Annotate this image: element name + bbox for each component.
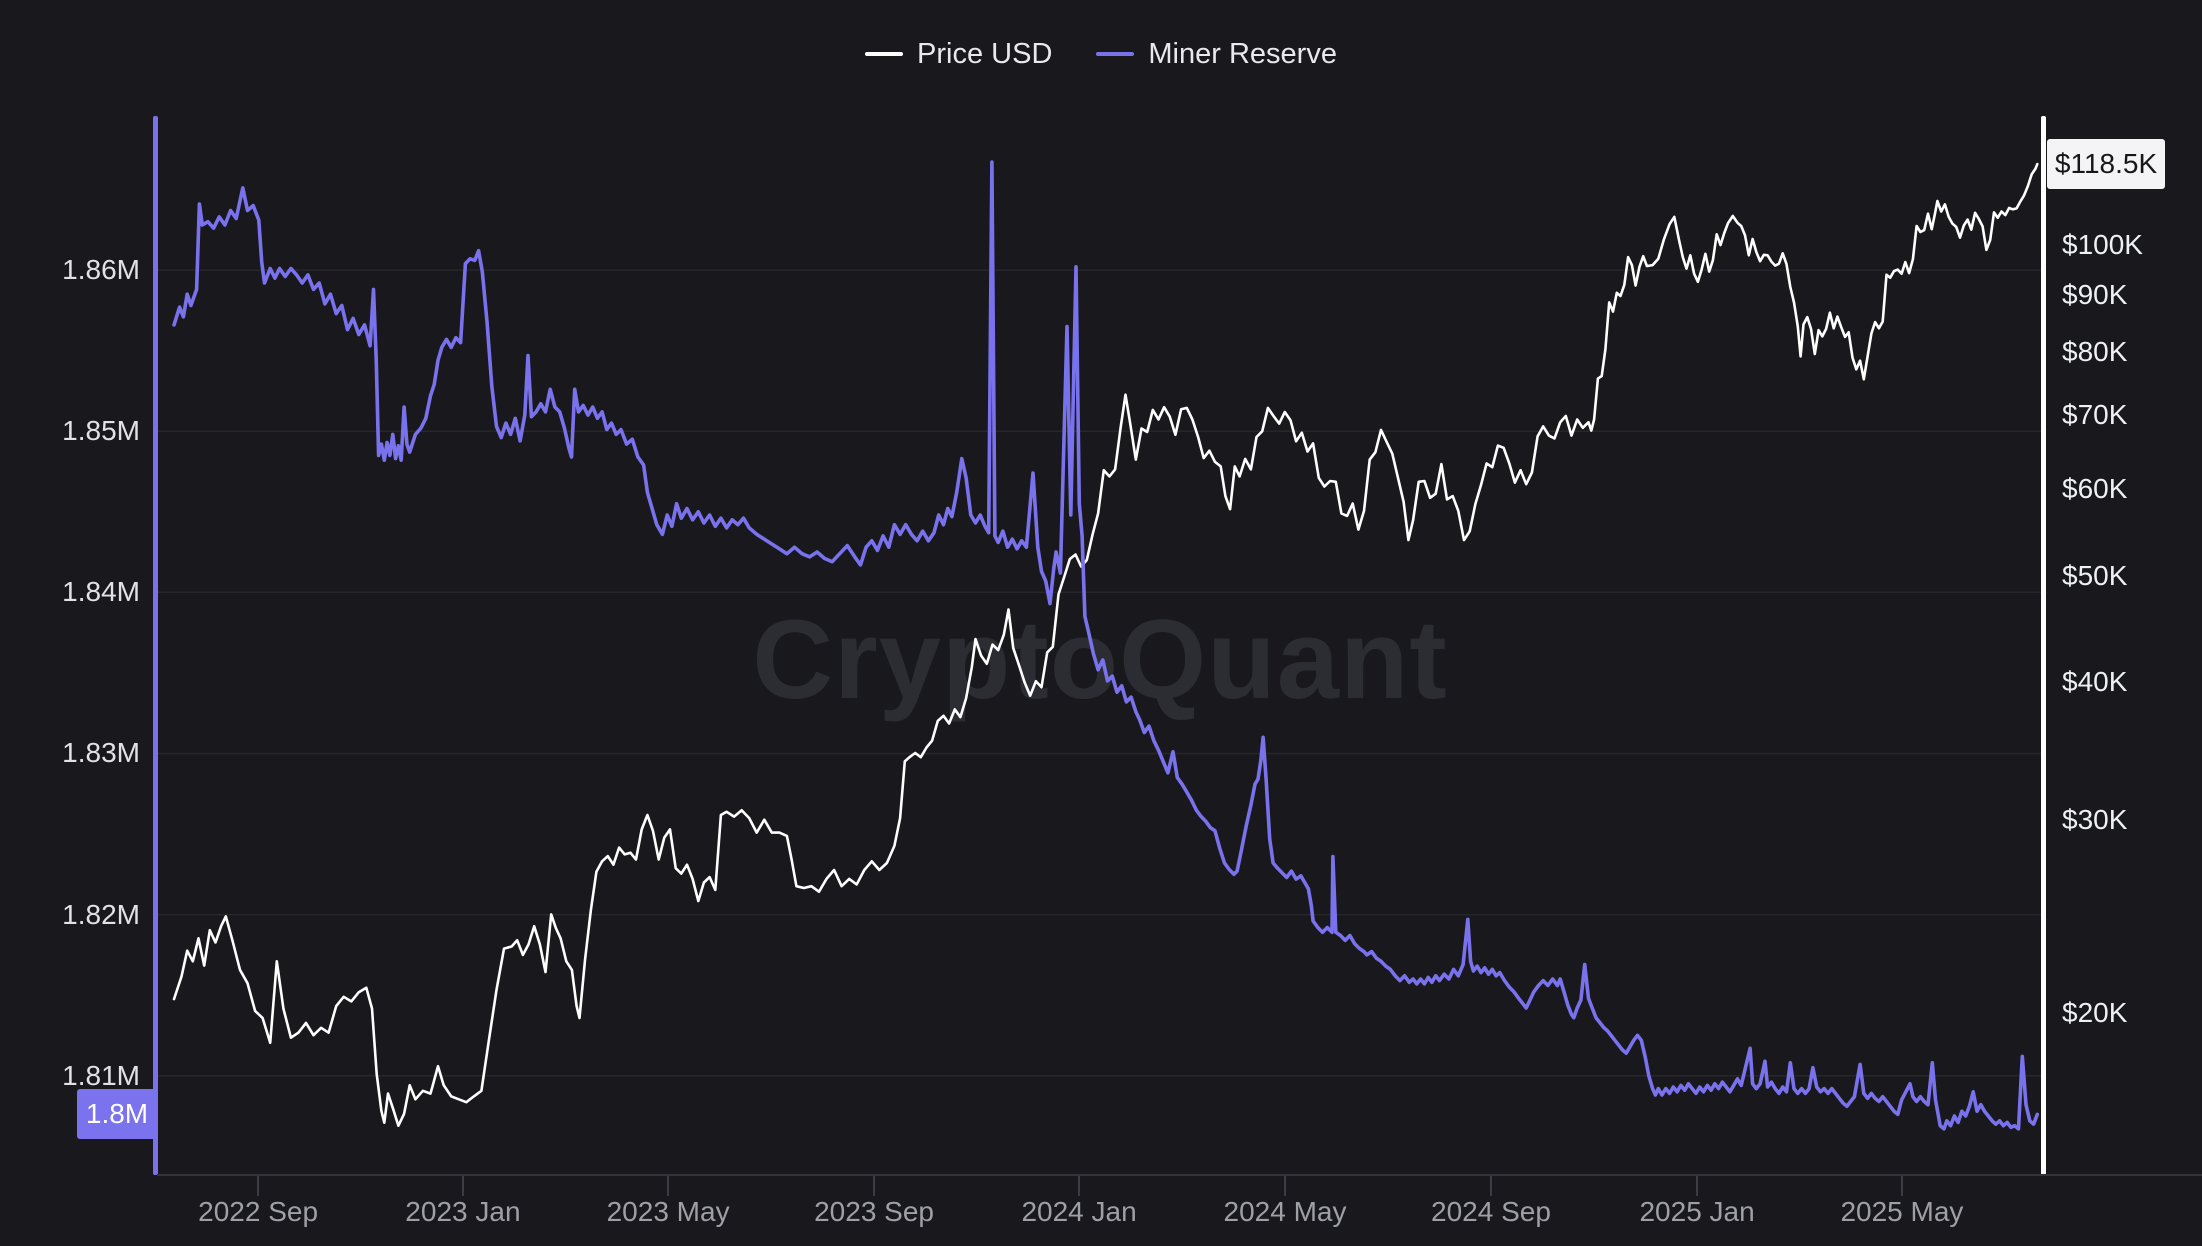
legend-item-reserve[interactable]: Miner Reserve xyxy=(1096,38,1337,71)
right-axis-tick-label: $20K xyxy=(2062,997,2128,1029)
x-axis-tick xyxy=(1078,1176,1081,1196)
right-axis-tick-label: $90K xyxy=(2062,279,2128,311)
left-axis-tick-label: 1.81M xyxy=(62,1059,140,1091)
left-axis-line xyxy=(153,116,158,1175)
x-axis-label: 2024 Sep xyxy=(1431,1196,1551,1227)
left-axis-tick-label: 1.86M xyxy=(62,254,140,286)
right-axis-tick-label: $60K xyxy=(2062,472,2128,504)
chart-legend: Price USD Miner Reserve xyxy=(0,34,2202,74)
reserve-line-swatch-icon xyxy=(1096,52,1135,56)
x-axis-tick xyxy=(873,1176,876,1196)
series-line-price xyxy=(172,162,2039,1128)
left-axis-tick-label: 1.83M xyxy=(62,737,140,769)
x-axis-label: 2025 Jan xyxy=(1639,1196,1755,1227)
series-line-reserve xyxy=(172,160,2040,1131)
left-axis-tick-label: 1.82M xyxy=(62,898,140,930)
left-axis-tick-label: 1.85M xyxy=(62,415,140,447)
right-axis-tick-label: $100K xyxy=(2062,229,2143,261)
price-line-swatch-icon xyxy=(865,52,904,56)
x-axis-tick xyxy=(257,1176,260,1196)
x-axis-label: 2025 May xyxy=(1840,1196,1964,1227)
x-axis-label: 2023 May xyxy=(606,1196,730,1227)
chart-canvas[interactable] xyxy=(157,117,2043,1174)
x-axis-tick xyxy=(461,1176,464,1196)
reserve-current-value-badge: 1.8M xyxy=(77,1089,157,1140)
right-axis-tick-label: $30K xyxy=(2062,803,2128,835)
chart-plot-area[interactable] xyxy=(157,117,2043,1174)
x-axis-label: 2022 Sep xyxy=(198,1196,319,1227)
price-current-value-badge: $118.5K xyxy=(2047,139,2165,190)
legend-item-price[interactable]: Price USD xyxy=(865,38,1052,71)
bottom-axis-line xyxy=(157,1174,2202,1176)
x-axis-tick xyxy=(667,1176,670,1196)
x-axis-tick xyxy=(1900,1176,1903,1196)
x-axis-label: 2023 Sep xyxy=(814,1196,934,1227)
x-axis-tick xyxy=(1489,1176,1492,1196)
x-axis-label: 2023 Jan xyxy=(405,1196,521,1227)
legend-label-price: Price USD xyxy=(917,37,1053,70)
x-axis-tick xyxy=(1284,1176,1287,1196)
x-axis-label: 2024 Jan xyxy=(1021,1196,1137,1227)
right-axis-line xyxy=(2041,116,2046,1175)
right-axis-tick-label: $50K xyxy=(2062,559,2128,591)
left-axis-tick-label: 1.84M xyxy=(62,576,140,608)
right-axis-tick-label: $80K xyxy=(2062,335,2128,367)
right-axis-tick-label: $40K xyxy=(2062,666,2128,698)
x-axis-label: 2024 May xyxy=(1223,1196,1347,1227)
x-axis-tick xyxy=(1696,1176,1699,1196)
right-axis-tick-label: $70K xyxy=(2062,399,2128,431)
legend-label-reserve: Miner Reserve xyxy=(1148,37,1337,70)
